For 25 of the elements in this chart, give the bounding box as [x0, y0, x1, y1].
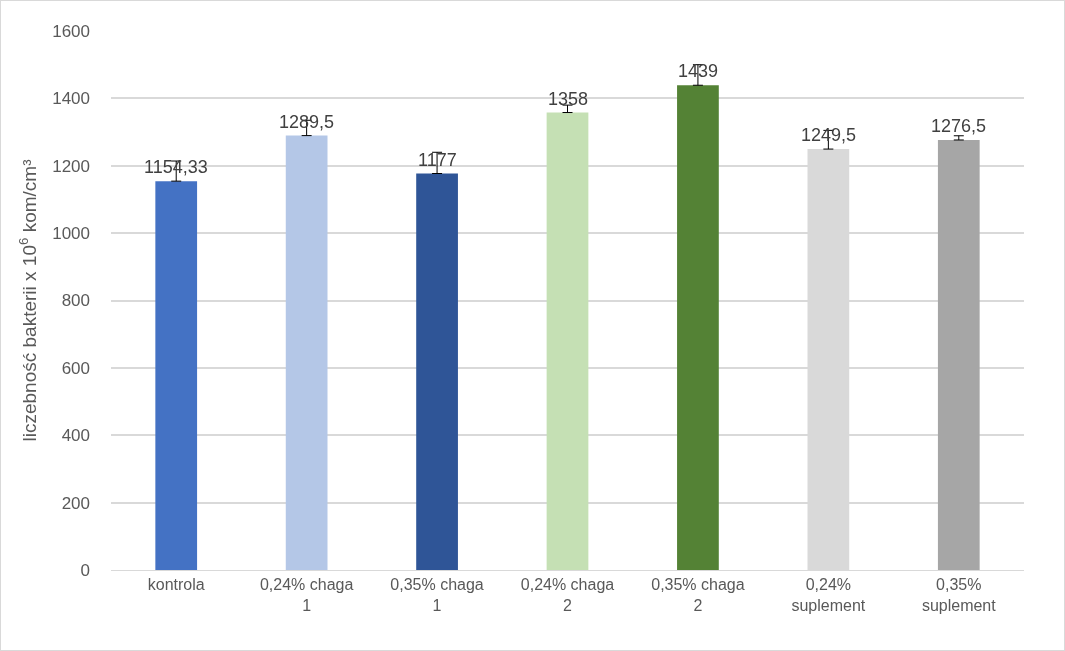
bar: [416, 173, 458, 570]
y-tick-label: 400: [61, 426, 90, 446]
x-tick-label: 0,35% suplement: [921, 576, 997, 614]
x-tick-label: 0,24% chaga 1: [259, 576, 354, 614]
y-tick-label: 200: [61, 493, 90, 513]
x-tick-label: 0,24% suplement: [791, 576, 866, 614]
y-tick-label: 1600: [52, 21, 90, 41]
y-tick-label: 800: [61, 291, 90, 311]
x-tick-label: 0,35% chaga 2: [651, 576, 745, 614]
bar: [937, 139, 980, 570]
bar: [285, 135, 328, 570]
x-tick-label: kontrola: [147, 576, 205, 594]
y-tick-label: 600: [61, 358, 90, 378]
y-tick-label: 0: [80, 560, 90, 580]
x-tick-label: 0,24% chaga 2: [520, 576, 615, 614]
y-tick-label: 1000: [52, 224, 90, 244]
x-tick-label: 0,35% chaga 1: [390, 576, 484, 614]
data-label: 1289,5: [279, 112, 335, 132]
y-tick-label: 1200: [52, 156, 90, 176]
bar: [677, 85, 719, 570]
bar: [546, 112, 589, 570]
data-label: 1358: [548, 89, 589, 109]
bar: [155, 181, 198, 570]
data-label: 1276,5: [931, 116, 987, 136]
y-tick-label: 1400: [52, 89, 90, 109]
